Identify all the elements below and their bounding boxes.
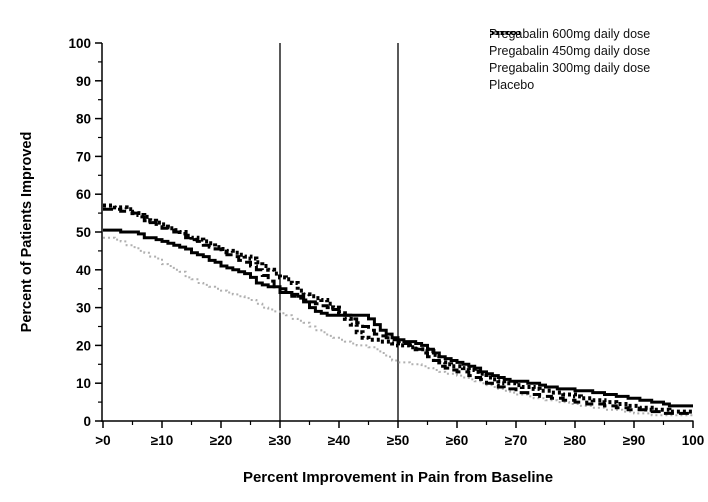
legend-swatch-dense-dotted-line-icon bbox=[490, 31, 520, 35]
y-tick-label: 90 bbox=[76, 74, 91, 89]
x-tick-label: ≥70 bbox=[505, 433, 527, 448]
series-line-pregabalin-450mg-daily-dose bbox=[103, 203, 693, 414]
legend-item-placebo: Placebo bbox=[489, 32, 650, 93]
x-tick-label: >0 bbox=[95, 433, 110, 448]
y-axis-title: Percent of Patients Improved bbox=[19, 131, 35, 333]
legend-label: Pregabalin 450mg daily dose bbox=[489, 44, 651, 58]
y-tick-label: 50 bbox=[76, 225, 91, 240]
legend-label: Pregabalin 300mg daily dose bbox=[489, 61, 651, 75]
legend-item-pregabalin-300: Pregabalin 300mg daily dose bbox=[489, 31, 651, 76]
legend: Pregabalin 600mg daily dose Pregabalin 4… bbox=[489, 27, 650, 93]
x-tick-label: ≥50 bbox=[387, 433, 409, 448]
x-tick-label: ≥30 bbox=[269, 433, 291, 448]
legend-label: Placebo bbox=[489, 78, 535, 92]
x-tick-label: ≥20 bbox=[210, 433, 232, 448]
y-tick-label: 80 bbox=[76, 112, 91, 127]
y-tick-label: 20 bbox=[76, 338, 91, 353]
series-line-placebo bbox=[103, 236, 693, 417]
x-tick-label: ≥80 bbox=[564, 433, 586, 448]
x-axis-title: Percent Improvement in Pain from Baselin… bbox=[242, 469, 554, 486]
legend-swatch-gray-dotted-line-icon bbox=[490, 32, 520, 34]
y-tick-label: 40 bbox=[76, 263, 91, 278]
legend-label: Pregabalin 600mg daily dose bbox=[489, 27, 651, 41]
y-tick-label: 30 bbox=[76, 301, 91, 316]
x-tick-label: ≥60 bbox=[446, 433, 468, 448]
y-tick-label: 0 bbox=[83, 414, 91, 429]
x-tick-label: ≥10 bbox=[151, 433, 173, 448]
y-tick-label: 60 bbox=[76, 187, 91, 202]
y-tick-label: 10 bbox=[76, 376, 91, 391]
legend-item-pregabalin-450: Pregabalin 450mg daily dose bbox=[489, 31, 651, 59]
series-line-pregabalin-600mg-daily-dose bbox=[103, 228, 693, 408]
x-tick-label: 100 bbox=[682, 433, 705, 448]
y-tick-label: 100 bbox=[68, 36, 91, 51]
y-tick-label: 70 bbox=[76, 149, 91, 164]
x-tick-label: ≥90 bbox=[623, 433, 645, 448]
x-tick-label: ≥40 bbox=[328, 433, 350, 448]
